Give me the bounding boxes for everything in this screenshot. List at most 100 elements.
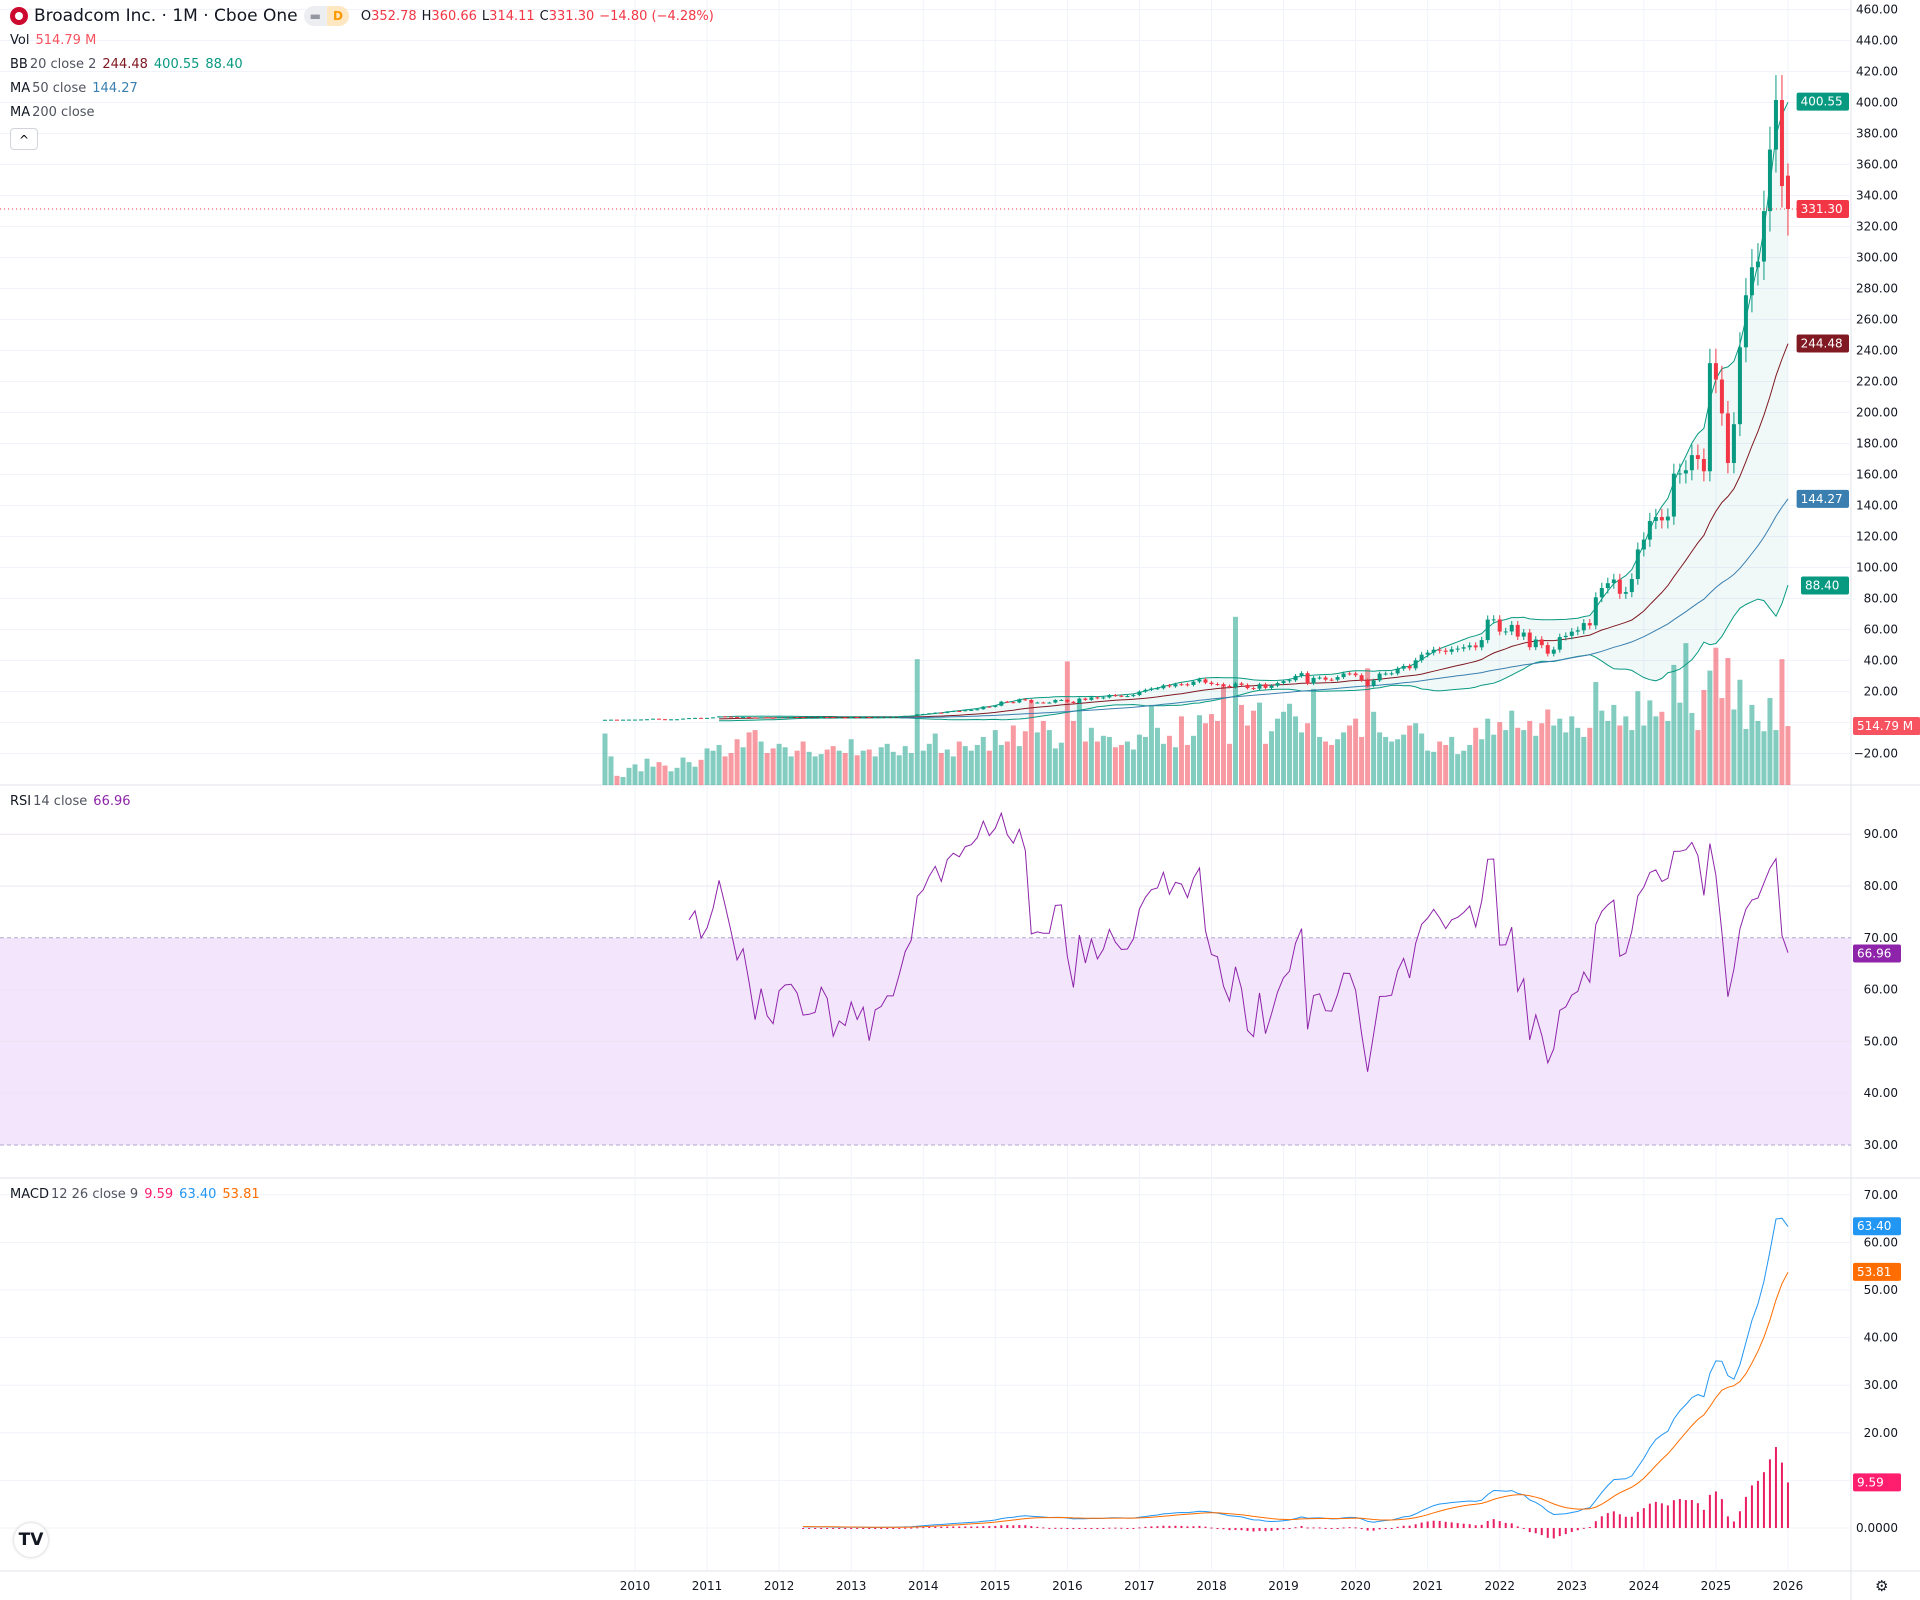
rsi-legend-value: 66.96 [93, 794, 131, 809]
macd-histogram-bar [1744, 1496, 1747, 1528]
settings-gear-icon[interactable]: ⚙ [1875, 1577, 1889, 1595]
price-axis-label-bg [1796, 92, 1849, 111]
macd-histogram-bar [994, 1525, 997, 1528]
volume-legend[interactable]: Vol 514.79 M [10, 33, 96, 48]
candle-body [777, 717, 782, 719]
candle-body [1305, 673, 1310, 684]
volume-bar [632, 764, 638, 785]
time-tick-label: 2018 [1196, 1579, 1227, 1593]
candle-body [663, 719, 668, 721]
price-tick-label: 20.00 [1864, 685, 1898, 699]
candle-body [1677, 473, 1682, 475]
candle-body [1263, 684, 1268, 688]
volume-bar [1076, 702, 1082, 785]
volume-bar [1671, 664, 1677, 785]
volume-bar [1034, 732, 1040, 785]
macd-line-value: 63.40 [179, 1187, 217, 1202]
time-tick-label: 2014 [908, 1579, 939, 1593]
candle-body [1341, 673, 1346, 678]
macd-histogram-bar [976, 1526, 979, 1528]
candle-body [939, 712, 944, 714]
candle-body [1149, 688, 1154, 690]
volume-bar [764, 752, 770, 785]
macd-histogram-bar [1660, 1503, 1663, 1528]
candle-body [1665, 516, 1670, 521]
volume-bar [1605, 720, 1611, 785]
macd-legend[interactable]: MACD 12 26 close 9 9.59 63.40 53.81 [10, 1187, 260, 1202]
macd-histogram-bar [1540, 1528, 1543, 1536]
volume-bar [1299, 732, 1305, 785]
macd-histogram-bar [1168, 1525, 1171, 1528]
macd-histogram-bar [1222, 1528, 1225, 1530]
volume-bar [1635, 691, 1641, 785]
macd-axis-label: 63.40 [1857, 1219, 1891, 1233]
macd-histogram-bar [1564, 1528, 1567, 1535]
symbol-title[interactable]: Broadcom Inc. · 1M · Cboe One [34, 6, 298, 26]
candle-body [1623, 592, 1628, 594]
candle-body [1047, 702, 1052, 704]
candle-body [1347, 673, 1352, 675]
candle-body [1737, 347, 1742, 425]
candle-body [1527, 632, 1532, 648]
candle-body [1029, 699, 1034, 703]
close-label: C [539, 8, 549, 24]
bb-legend[interactable]: BB 20 close 2 244.48 400.55 88.40 [10, 57, 243, 72]
candle-body [1095, 697, 1100, 699]
macd-histogram-bar [1174, 1525, 1177, 1528]
macd-histogram-bar [1264, 1528, 1267, 1532]
volume-bar [1082, 741, 1088, 785]
low-label: L [481, 8, 490, 24]
volume-bar [710, 750, 716, 785]
candle-body [1281, 681, 1286, 684]
candle-body [1191, 681, 1196, 685]
collapse-legend-button[interactable]: ^ [10, 128, 38, 150]
macd-histogram-bar [1720, 1499, 1723, 1528]
macd-histogram-bar [862, 1528, 865, 1529]
volume-bar [836, 750, 842, 785]
macd-tick-label: 0.0000 [1856, 1521, 1898, 1535]
macd-histogram-bar [1156, 1526, 1159, 1528]
volume-bar [956, 741, 962, 785]
macd-tick-label: 30.00 [1864, 1378, 1898, 1392]
volume-bar [1130, 749, 1136, 785]
volume-bar [1461, 750, 1467, 785]
delayed-flag: D [326, 6, 349, 26]
volume-bar [1124, 741, 1130, 785]
candle-body [1749, 267, 1754, 296]
macd-histogram-bar [1312, 1527, 1315, 1529]
candle-body [1245, 684, 1250, 689]
volume-bar [1407, 725, 1413, 785]
volume-legend-value: 514.79 M [35, 33, 97, 48]
market-status-icon: ▬ [303, 6, 327, 26]
rsi-legend[interactable]: RSI 14 close 66.96 [10, 794, 131, 809]
price-axis-label-bg [1801, 576, 1849, 595]
macd-histogram-bar [1048, 1527, 1051, 1529]
macd-histogram-bar [1726, 1516, 1729, 1528]
volume-bar [1389, 741, 1395, 785]
market-status-pill[interactable]: ▬ D [303, 6, 349, 26]
volume-bar [860, 750, 866, 785]
volume-bar [626, 767, 632, 785]
candle-body [1557, 637, 1562, 650]
ma200-legend[interactable]: MA 200 close [10, 105, 95, 120]
macd-histogram-bar [1690, 1500, 1693, 1528]
price-tick-label: 80.00 [1864, 592, 1898, 606]
ma50-legend[interactable]: MA 50 close 144.27 [10, 81, 138, 96]
candle-body [1083, 698, 1088, 700]
price-tick-label: 180.00 [1856, 437, 1898, 451]
price-axis-label-bg [1796, 199, 1849, 218]
candle-body [1167, 685, 1172, 687]
macd-histogram-bar [1468, 1524, 1471, 1528]
candle-body [1065, 699, 1070, 702]
bb-basis-line [719, 343, 1789, 720]
candle-body [915, 714, 920, 716]
tradingview-logo-icon[interactable]: TV [14, 1523, 48, 1557]
candle-body [1269, 685, 1274, 688]
candle-body [1767, 149, 1772, 212]
volume-bar [668, 771, 674, 785]
macd-histogram-bar [1492, 1519, 1495, 1528]
candle-body [1329, 679, 1334, 681]
candle-body [1719, 379, 1724, 414]
volume-bar [1629, 730, 1635, 785]
